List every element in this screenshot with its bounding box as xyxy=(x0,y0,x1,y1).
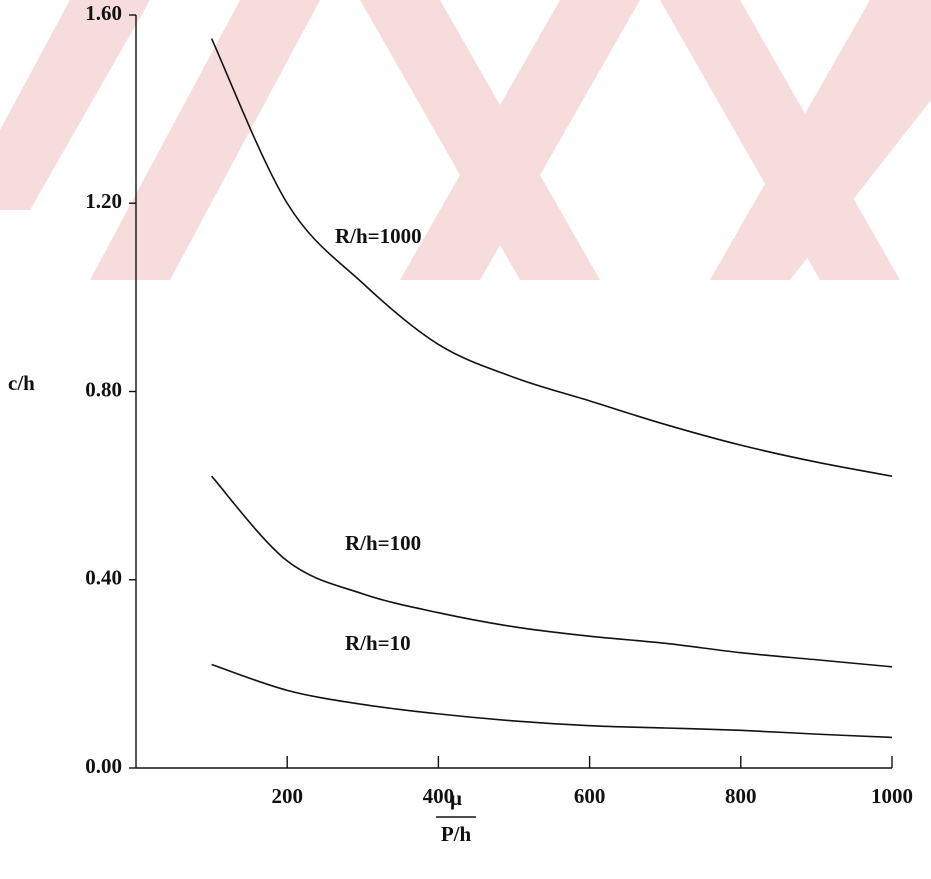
curve xyxy=(211,475,893,668)
curve xyxy=(210,38,893,477)
curve xyxy=(211,663,893,739)
curve-label: R/h=100 xyxy=(345,531,421,555)
watermark-shape xyxy=(0,0,150,210)
y-tick-label: 0.80 xyxy=(85,377,122,401)
curve-label: R/h=10 xyxy=(345,631,411,655)
y-tick-label: 0.00 xyxy=(85,754,122,778)
watermark-shape xyxy=(710,0,931,280)
watermark-shape xyxy=(400,0,640,280)
y-tick-label: 0.40 xyxy=(85,566,122,590)
x-axis-label-numerator: μ xyxy=(450,786,462,810)
watermark xyxy=(0,0,931,280)
y-tick-label: 1.20 xyxy=(85,189,122,213)
y-tick-label: 1.60 xyxy=(85,1,122,25)
x-tick-label: 400 xyxy=(423,784,455,808)
x-tick-label: 200 xyxy=(271,784,303,808)
x-axis-label-denominator: P/h xyxy=(441,822,472,846)
x-tick-label: 1000 xyxy=(871,784,913,808)
watermark-shape xyxy=(90,0,320,280)
curve-label: R/h=1000 xyxy=(335,224,422,248)
x-tick-label: 800 xyxy=(725,784,757,808)
x-tick-label: 600 xyxy=(574,784,606,808)
y-axis-label: c/h xyxy=(8,371,35,395)
